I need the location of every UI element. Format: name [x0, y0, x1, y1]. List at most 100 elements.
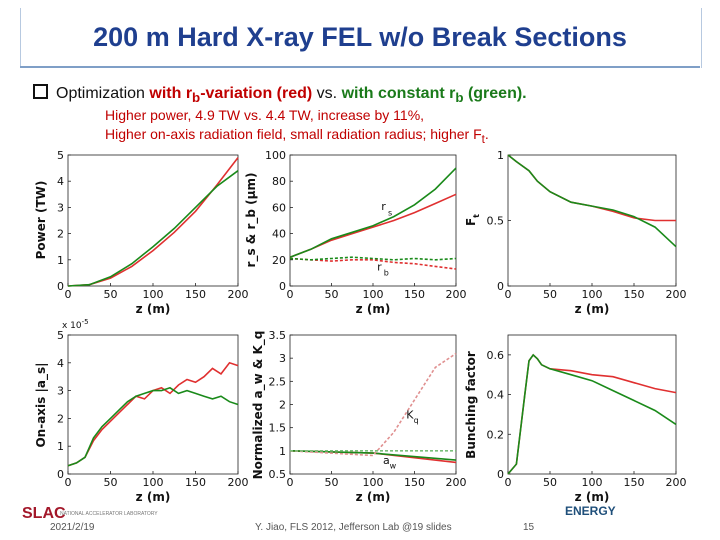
y-axis-label-sub: t	[472, 214, 481, 218]
y-tick-label: 3.5	[269, 329, 287, 342]
plot-frame	[507, 154, 677, 287]
y-tick-label: 100	[265, 149, 286, 162]
x-tick-label: 200	[228, 288, 249, 301]
series-line-rs-green	[289, 167, 457, 258]
series-line-red	[507, 154, 676, 222]
x-axis-label: z (m)	[356, 302, 391, 316]
series-line-rb-green	[289, 256, 457, 261]
bullet-prefix: Optimization	[56, 85, 150, 102]
chart-panel-3: 0 50 100 150 200 0 0.5 1 z (m) Ft	[464, 149, 687, 316]
y-axis-label: Power (TW)	[34, 181, 48, 260]
slide-title: 200 m Hard X-ray FEL w/o Break Sections	[93, 22, 627, 52]
series-line-rs-red	[289, 193, 457, 258]
y-tick-label: 0	[57, 280, 64, 293]
footer-date: 2021/2/19	[50, 522, 95, 533]
x-axis-label: z (m)	[136, 490, 171, 504]
footer-center: Y. Jiao, FLS 2012, Jefferson Lab @19 sli…	[255, 522, 452, 533]
y-tick-label: 0.5	[269, 468, 287, 481]
bullet-vs: vs.	[312, 85, 342, 102]
series-line-green	[67, 170, 239, 287]
x-tick-label: 0	[65, 288, 72, 301]
y-tick-label: 3	[57, 385, 64, 398]
y-axis-label: Ft	[464, 214, 481, 226]
y-tick-label: 1	[57, 254, 64, 267]
series-line-green	[67, 386, 239, 467]
plot-frame	[67, 334, 239, 475]
subtext-line-2-end: .	[484, 126, 489, 142]
y-tick-label: 0	[497, 468, 504, 481]
y-tick-label: 40	[272, 228, 286, 241]
title-frame	[20, 8, 702, 68]
with-const-text: with constant r	[341, 85, 456, 102]
y-tick-label: 1	[497, 149, 504, 162]
const-sub: b	[455, 90, 464, 106]
chart-panel-5: 0 50 100 150 200 0.5 1 1.5 2 2.5 3 3.5 z (m) Normaliz…	[251, 329, 467, 504]
subtext-line-2-text: Higher on-axis radiation field, small ra…	[105, 126, 482, 142]
x-tick-label: 0	[505, 288, 512, 301]
x-tick-label: 50	[543, 288, 557, 301]
y-tick-label: 0	[497, 280, 504, 293]
y-axis-label: On-axis |a_s|	[34, 362, 49, 447]
plot-frame	[507, 334, 677, 475]
x-tick-label: 150	[404, 476, 425, 489]
x-tick-label: 50	[325, 288, 339, 301]
bullet-text: Optimization with rb-variation (red) vs.…	[33, 84, 527, 105]
y-tick-label: 20	[272, 254, 286, 267]
bullet-square-icon	[33, 84, 48, 99]
plot-frame	[67, 154, 239, 287]
annotation-kq: K	[406, 408, 414, 421]
x-tick-label: 100	[363, 288, 384, 301]
y-tick-label: 2	[57, 228, 64, 241]
y-tick-label: 4	[57, 175, 64, 188]
y-tick-label: 3	[57, 201, 64, 214]
y-tick-label: 1	[57, 440, 64, 453]
y-tick-label: 80	[272, 175, 286, 188]
series-line-rb-red	[289, 257, 457, 270]
y-tick-label: 0.4	[487, 389, 505, 402]
annotation-rb: r	[377, 260, 382, 273]
annotation-aw-sub: w	[390, 461, 397, 470]
slac-logo-tag: NATIONAL ACCELERATOR LABORATORY	[60, 511, 158, 517]
annotation-aw: a	[383, 454, 390, 467]
x-tick-label: 0	[287, 476, 294, 489]
x-tick-label: 150	[624, 476, 645, 489]
axis-multiplier: x 10-5	[62, 318, 89, 331]
green-tag-text: (green).	[463, 85, 527, 102]
series-line-red	[507, 353, 677, 475]
y-tick-label: 0	[279, 280, 286, 293]
x-tick-label: 150	[185, 288, 206, 301]
x-tick-label: 50	[543, 476, 557, 489]
chart-panel-6: 0 50 100 150 200 0 0.2 0.4 0.6 z (m) Bunching fact…	[464, 334, 687, 504]
x-tick-label: 200	[666, 288, 687, 301]
y-tick-label: 0	[57, 468, 64, 481]
x-tick-label: 200	[446, 288, 467, 301]
y-tick-label: 3	[279, 352, 286, 365]
x-tick-label: 100	[582, 288, 603, 301]
x-tick-label: 150	[185, 476, 206, 489]
x-tick-label: 50	[104, 288, 118, 301]
footer-page: 15	[523, 522, 535, 533]
y-axis-label: Bunching factor	[464, 351, 478, 459]
series-line-Kq-red	[289, 352, 457, 457]
plot-frame	[289, 154, 457, 287]
x-tick-label: 100	[363, 476, 384, 489]
bullet-with-const: with constant rb (green).	[341, 85, 527, 106]
annotation-rs-sub: s	[388, 208, 392, 217]
x-tick-label: 100	[582, 476, 603, 489]
x-axis-label: z (m)	[356, 490, 391, 504]
x-tick-label: 0	[505, 476, 512, 489]
x-axis-label: z (m)	[575, 302, 610, 316]
series-line-red	[67, 361, 239, 467]
y-tick-label: 2	[57, 412, 64, 425]
y-tick-label: 5	[57, 149, 64, 162]
rb-sub: b	[192, 90, 201, 106]
subtext-line-2: Higher on-axis radiation field, small ra…	[105, 126, 489, 146]
y-tick-label: 0.5	[487, 215, 505, 228]
annotation-rs: r	[381, 200, 386, 213]
x-tick-label: 150	[404, 288, 425, 301]
series-line-aw-green	[289, 450, 457, 461]
slac-logo: SLAC	[22, 505, 66, 522]
y-tick-label: 60	[272, 201, 286, 214]
series-line-green	[507, 353, 677, 475]
